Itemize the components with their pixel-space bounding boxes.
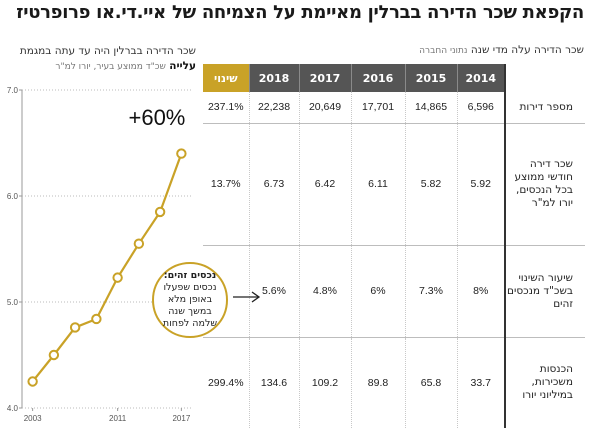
arrow-icon	[233, 291, 261, 303]
table-cell: 109.2	[298, 336, 351, 428]
table-cell: 20,649	[298, 92, 351, 124]
x-tick-label: 2003	[24, 414, 42, 422]
change-cell: 237.1%	[207, 101, 244, 114]
header-year-2016: 2016	[350, 64, 405, 92]
table-cell: 22,238	[248, 92, 299, 124]
chart-title: שכר הדירה בברלין היה עד עתה במגמת עלייה …	[4, 44, 196, 75]
header-year-2018: 2018	[248, 64, 299, 92]
row-label: מספר דירות	[504, 92, 585, 124]
table-cell: 6%	[350, 244, 405, 338]
rent-series-line	[31, 153, 183, 383]
callout-body: נכסים שפעלו באופן מלא במשך שנה שלמה לפחו…	[162, 282, 218, 329]
y-tick-label: 7.0	[7, 86, 19, 95]
row-label: שכר דירה חודשי ממוצע בכל הנכסים, יורו למ…	[504, 122, 585, 246]
table-cell: 7.3%	[404, 244, 457, 338]
table-cell: 33.7	[456, 336, 505, 428]
change-cell: 13.7%	[203, 122, 249, 246]
table-cell: 65.8	[404, 336, 457, 428]
header-year-2017: 2017	[298, 64, 351, 92]
table-cell: 134.6	[248, 336, 299, 428]
table-title: שכר הדירה עלה מדי שנה נתוני החברה	[214, 44, 584, 56]
header-change: שינוי	[203, 64, 249, 92]
table-cell: 6.11	[350, 122, 405, 246]
data-point	[27, 376, 38, 387]
rent-line-chart: 4.0 5.0 6.0 7.0 2003 2011 2017 +60%	[7, 86, 192, 422]
table-row-apartments: מספר דירות 6,596 14,865 17,701 20,649 22…	[203, 92, 585, 124]
table-cell: 5.6%	[248, 244, 299, 338]
change-cell: 299.4%	[203, 336, 249, 428]
table-cell: 6.73	[248, 122, 299, 246]
table-cell: 89.8	[350, 336, 405, 428]
table-cell: 6,596	[456, 92, 505, 124]
table-cell: 5.92	[456, 122, 505, 246]
chart-title-line1: שכר הדירה בברלין היה עד עתה במגמת	[19, 45, 196, 57]
row-label: הכנסות משכירות, במיליוני יורו	[504, 336, 585, 428]
header-year-2015: 2015	[404, 64, 457, 92]
row-label: שיעור השינוי בשכ"ד מנכסים זהים	[504, 244, 585, 338]
x-tick-label: 2011	[109, 414, 127, 422]
table-cell: 5.82	[404, 122, 457, 246]
data-point	[112, 272, 123, 283]
y-tick-label: 6.0	[7, 192, 19, 201]
table-cell: 8%	[456, 244, 505, 338]
table-cell: 6.42	[298, 122, 351, 246]
table-subtitle: נתוני החברה	[419, 46, 468, 56]
data-table: 2014 2015 2016 2017 2018 שינוי מספר דירו…	[203, 64, 585, 428]
same-assets-callout: נכסים זהים: נכסים שפעלו באופן מלא במשך ש…	[152, 262, 228, 338]
data-point	[91, 313, 102, 325]
table-header-row: 2014 2015 2016 2017 2018 שינוי	[203, 64, 585, 92]
x-tick-label: 2017	[172, 414, 190, 422]
table-row-rental-income: הכנסות משכירות, במיליוני יורו 33.7 65.8 …	[203, 336, 585, 428]
chart-title-strong: עלייה	[169, 60, 196, 72]
data-point	[48, 349, 60, 361]
data-table-wrapper: 2014 2015 2016 2017 2018 שינוי מספר דירו…	[203, 64, 585, 428]
table-cell: 17,701	[350, 92, 405, 124]
data-point	[176, 148, 187, 159]
table-row-avg-rent: שכר דירה חודשי ממוצע בכל הנכסים, יורו למ…	[203, 122, 585, 246]
table-cell: 4.8%	[298, 244, 351, 338]
chart-title-line2: עלייה שכ"ד ממוצע בעיר, יורו למ"ר	[4, 59, 196, 75]
callout-heading: נכסים זהים:	[163, 270, 217, 281]
growth-annotation: +60%	[128, 105, 185, 130]
y-tick-label: 5.0	[7, 298, 19, 307]
y-tick-label: 4.0	[7, 404, 19, 413]
data-point	[133, 238, 145, 249]
data-point	[69, 322, 81, 333]
chart-subtitle: שכ"ד ממוצע בעיר, יורו למ"ר	[55, 62, 166, 72]
table-cell: 14,865	[404, 92, 457, 124]
header-year-2014: 2014	[456, 64, 505, 92]
data-point	[154, 206, 166, 218]
header-empty-cell	[504, 64, 585, 92]
table-title-text: שכר הדירה עלה מדי שנה	[470, 44, 584, 56]
page-title: הקפאת שכר הדירה בברלין מאיימת על הצמיחה …	[16, 2, 584, 23]
